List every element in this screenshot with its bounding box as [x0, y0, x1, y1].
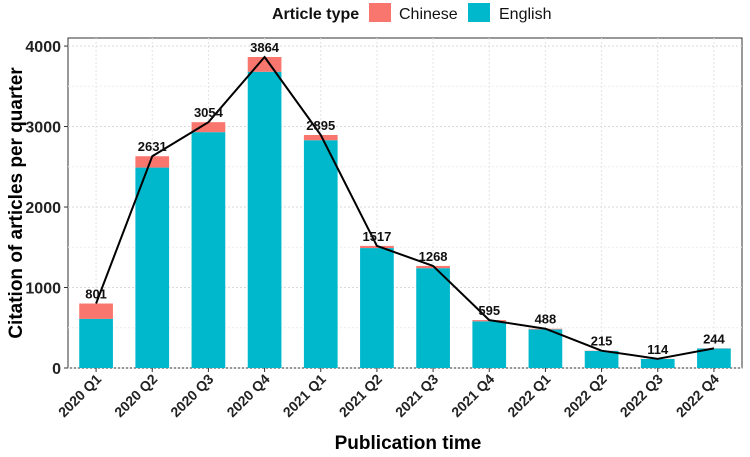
bar-chinese — [360, 245, 394, 249]
y-tick-label: 1000 — [25, 281, 61, 298]
y-axis: 0 1000 2000 3000 4000 — [25, 39, 68, 378]
x-tick-label: 2022 Q1 — [504, 371, 553, 420]
bar-english — [135, 167, 170, 368]
bar-english — [584, 350, 619, 368]
plot-panel — [67, 37, 743, 369]
legend-swatch-english — [468, 3, 490, 22]
x-tick-label: 2021 Q4 — [448, 371, 497, 420]
legend-label-chinese: Chinese — [399, 6, 458, 23]
y-tick-label: 3000 — [25, 120, 61, 137]
trend-line-path — [95, 55, 715, 360]
total-label: 488 — [535, 312, 557, 327]
total-label: 215 — [591, 334, 613, 349]
total-label: 3864 — [250, 40, 280, 55]
bar-chinese — [135, 156, 170, 168]
bar-english — [303, 140, 338, 368]
bar-english — [528, 329, 563, 368]
legend-swatch-chinese — [369, 3, 391, 22]
total-label: 114 — [647, 342, 669, 357]
bar-chinese — [191, 122, 226, 133]
y-tick-label: 2000 — [25, 200, 61, 217]
bar-english — [79, 318, 113, 368]
bar-chinese — [303, 134, 338, 141]
y-axis-title: Citation of articles per quarter — [6, 67, 27, 339]
total-label: 2895 — [306, 118, 335, 133]
total-label: 2631 — [138, 139, 167, 154]
total-label: 1268 — [419, 249, 448, 264]
x-tick-label: 2021 Q1 — [280, 371, 329, 420]
x-tick-label: 2021 Q2 — [336, 371, 385, 420]
bar-english — [191, 132, 226, 368]
total-label: 1517 — [362, 229, 391, 244]
trend-line — [95, 55, 715, 360]
x-tick-label: 2021 Q3 — [392, 371, 441, 420]
total-labels: 801 2631 3054 3864 2895 1517 1268 595 488 215 114 2… — [85, 40, 725, 357]
total-label: 3054 — [194, 105, 224, 120]
y-tick-label: 0 — [52, 361, 61, 378]
bar-english — [416, 268, 450, 368]
bar-english — [697, 348, 731, 368]
bar-english — [472, 321, 507, 368]
x-tick-label: 2020 Q4 — [223, 371, 272, 420]
x-tick-label: 2022 Q4 — [673, 371, 722, 420]
total-label: 595 — [478, 303, 500, 318]
bar-english — [247, 71, 282, 369]
x-tick-label: 2022 Q3 — [617, 371, 666, 420]
x-tick-label: 2020 Q1 — [55, 371, 104, 420]
legend-title: Article type — [272, 6, 359, 23]
total-label: 801 — [85, 287, 107, 302]
x-tick-label: 2022 Q2 — [560, 371, 609, 420]
x-tick-label: 2020 Q2 — [111, 371, 160, 420]
x-tick-label: 2020 Q3 — [167, 371, 216, 420]
total-label: 244 — [703, 331, 725, 346]
y-tick-label: 4000 — [25, 39, 61, 56]
bar-english — [640, 358, 675, 368]
x-axis: 2020 Q1 2020 Q2 2020 Q3 2020 Q4 2021 Q1 2021 … — [55, 368, 722, 420]
legend-label-english: English — [499, 6, 551, 23]
legend: Article type Chinese English — [272, 3, 551, 23]
x-axis-title: Publication time — [335, 433, 482, 454]
bar-chinese — [79, 303, 113, 319]
bar-english — [360, 248, 394, 368]
